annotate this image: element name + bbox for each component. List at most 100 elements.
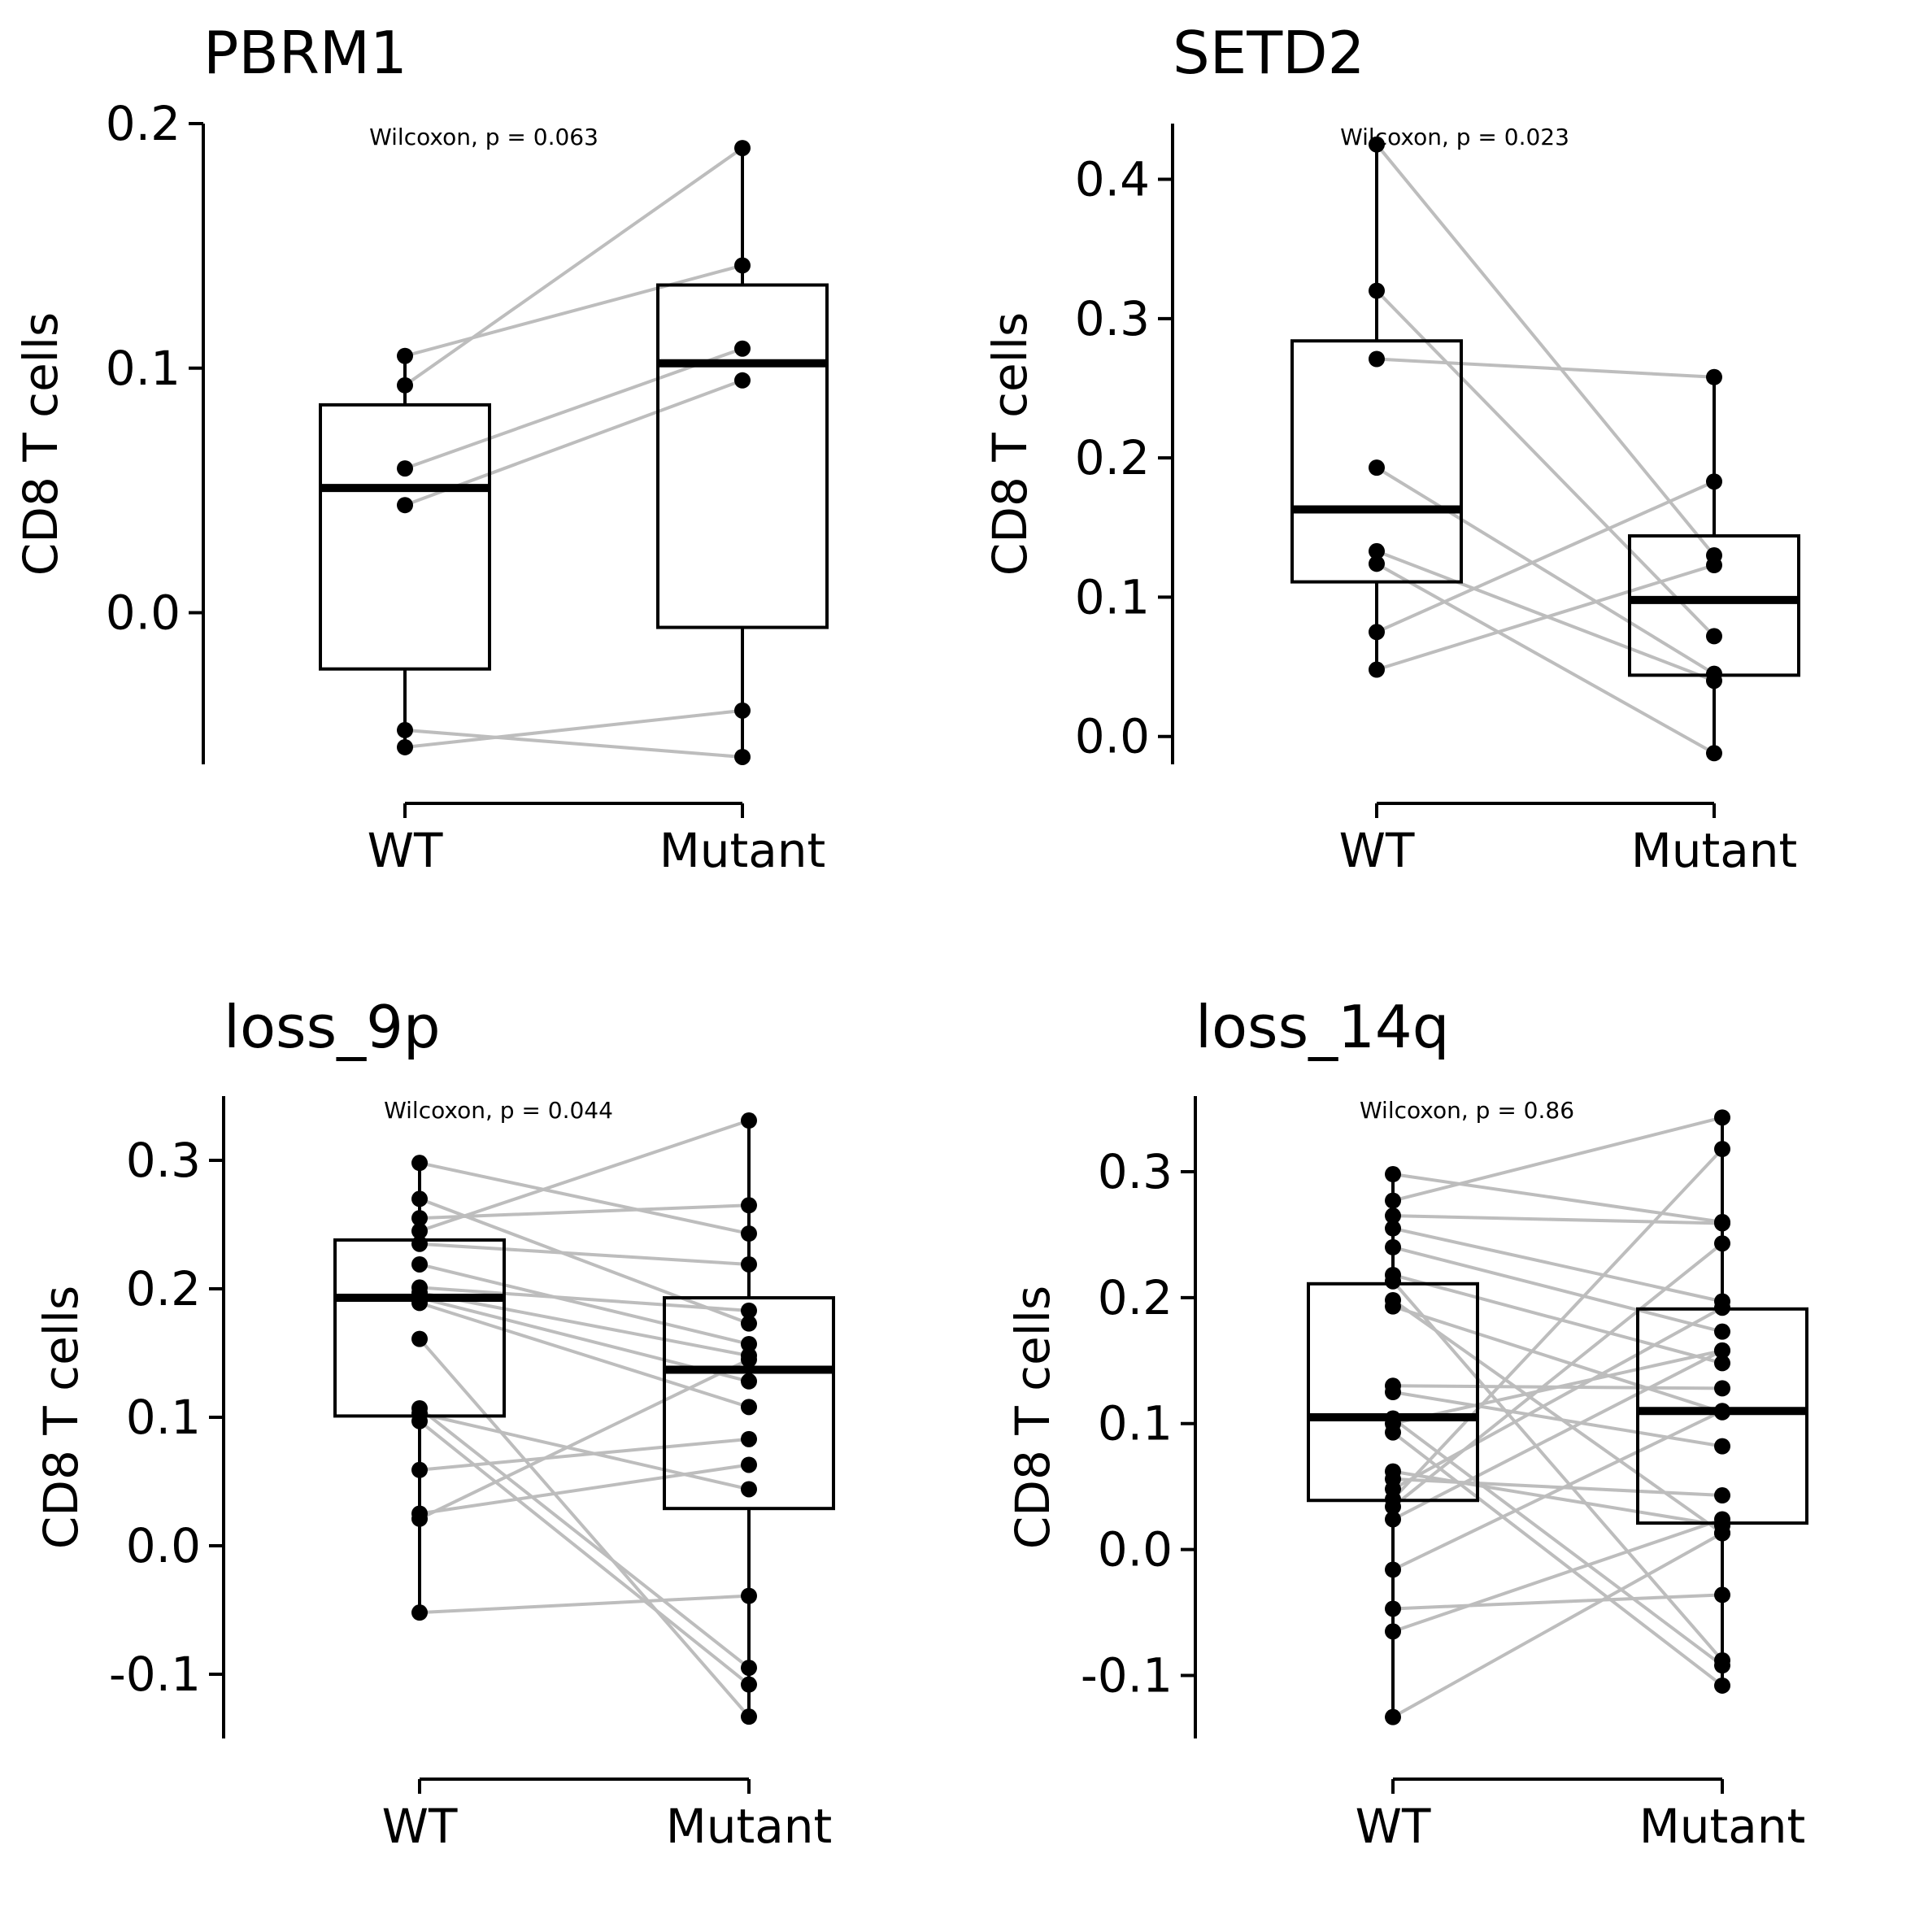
point-wt (1369, 282, 1385, 299)
data-points (411, 1112, 757, 1725)
x-tick-label: Mutant (1639, 1799, 1806, 1854)
pair-line (1375, 466, 1716, 676)
y-tick-label: 0.2 (1098, 1270, 1173, 1325)
point-mutant (1714, 1511, 1730, 1528)
pair-line (419, 1301, 750, 1409)
point-mutant (741, 1676, 757, 1693)
point-wt (1385, 1192, 1401, 1209)
y-tick-label: 0.3 (1098, 1144, 1173, 1199)
point-wt (397, 376, 413, 394)
pair-line (404, 728, 743, 759)
pair-line (1392, 1245, 1723, 1334)
point-wt (411, 1510, 428, 1527)
y-axis-label: CD8 T cells (33, 1286, 89, 1549)
point-wt (411, 1604, 428, 1621)
box-wt (1290, 144, 1463, 670)
point-mutant (734, 340, 751, 357)
point-mutant (741, 1302, 757, 1319)
pair-line (1392, 1214, 1723, 1225)
x-tick-label: WT (1356, 1799, 1431, 1854)
y-tick-label: 0.0 (126, 1518, 201, 1573)
point-mutant (741, 1708, 757, 1725)
point-wt (411, 1235, 428, 1252)
pair-line (1392, 1304, 1723, 1414)
paired-lines (1375, 143, 1716, 755)
point-mutant (1714, 1677, 1730, 1694)
pair-line (1391, 1431, 1724, 1687)
data-points (397, 140, 751, 765)
y-tick-label: 0.2 (1075, 430, 1150, 485)
pair-line (419, 1286, 750, 1312)
pair-line (418, 1420, 751, 1686)
box-wt (319, 355, 491, 747)
point-mutant (734, 257, 751, 274)
pair-line (419, 1242, 750, 1266)
paired-lines (1391, 1116, 1724, 1719)
point-mutant (741, 1660, 757, 1677)
point-wt (1385, 1498, 1401, 1515)
iqr-box (319, 402, 491, 671)
pair-line (1392, 1409, 1723, 1572)
point-wt (411, 1210, 428, 1227)
y-axis-label: CD8 T cells (982, 312, 1038, 576)
pair-line (418, 1338, 751, 1718)
pair-line (1376, 480, 1715, 634)
box-mutant (656, 148, 829, 757)
point-mutant (1714, 1141, 1730, 1158)
point-mutant (741, 1225, 757, 1242)
point-mutant (741, 1255, 757, 1273)
point-mutant (1714, 1355, 1730, 1372)
panel-pbrm1: PBRM1 Wilcoxon, p = 0.063 0.0 0.1 0.2 CD8 T c… (13, 19, 829, 878)
pair-line (1391, 1242, 1724, 1508)
pair-line (404, 708, 743, 749)
pair-line (419, 1358, 750, 1521)
point-mutant (741, 1373, 757, 1390)
point-wt (1385, 1273, 1401, 1290)
point-wt (1385, 1708, 1401, 1725)
pair-line (1392, 1477, 1723, 1498)
iqr-box (656, 283, 829, 629)
point-wt (411, 1295, 428, 1312)
pair-line (1391, 1147, 1724, 1501)
point-mutant (734, 140, 751, 157)
point-mutant (741, 1197, 757, 1214)
point-wt (1369, 661, 1385, 678)
point-mutant (741, 1315, 757, 1332)
point-mutant (734, 702, 751, 719)
pair-line (1375, 143, 1716, 557)
pair-line (1392, 1116, 1723, 1203)
pair-line (1392, 1531, 1723, 1719)
point-mutant (1714, 1525, 1730, 1542)
pair-line (419, 1290, 750, 1358)
point-mutant (1706, 368, 1722, 385)
wilcoxon-annotation: Wilcoxon, p = 0.044 (384, 1097, 613, 1124)
point-wt (1385, 1208, 1401, 1225)
pair-line (1392, 1593, 1723, 1611)
panel-title: SETD2 (1173, 19, 1364, 87)
y-tick-label: -0.1 (1081, 1648, 1173, 1704)
y-tick-label: 0.1 (126, 1390, 201, 1445)
point-wt (397, 721, 413, 738)
pair-line (1392, 1348, 1723, 1425)
point-mutant (1714, 1109, 1730, 1126)
point-wt (1369, 136, 1385, 153)
point-wt (397, 497, 413, 514)
point-wt (1385, 1561, 1401, 1578)
pair-line (1392, 1173, 1723, 1224)
point-mutant (1706, 745, 1722, 762)
y-tick-label: 0.1 (1098, 1396, 1173, 1451)
y-tick-label: -0.1 (109, 1647, 201, 1702)
point-mutant (741, 1481, 757, 1498)
pair-line (419, 1197, 750, 1325)
panel-title: loss_9p (224, 993, 441, 1061)
point-mutant (734, 372, 751, 389)
point-mutant (1706, 628, 1722, 645)
y-tick-label: 0.3 (126, 1133, 201, 1188)
pair-line (419, 1412, 750, 1491)
point-mutant (741, 1587, 757, 1604)
pair-line (404, 263, 743, 358)
pair-line (1376, 564, 1715, 672)
pair-line (1392, 1306, 1723, 1491)
